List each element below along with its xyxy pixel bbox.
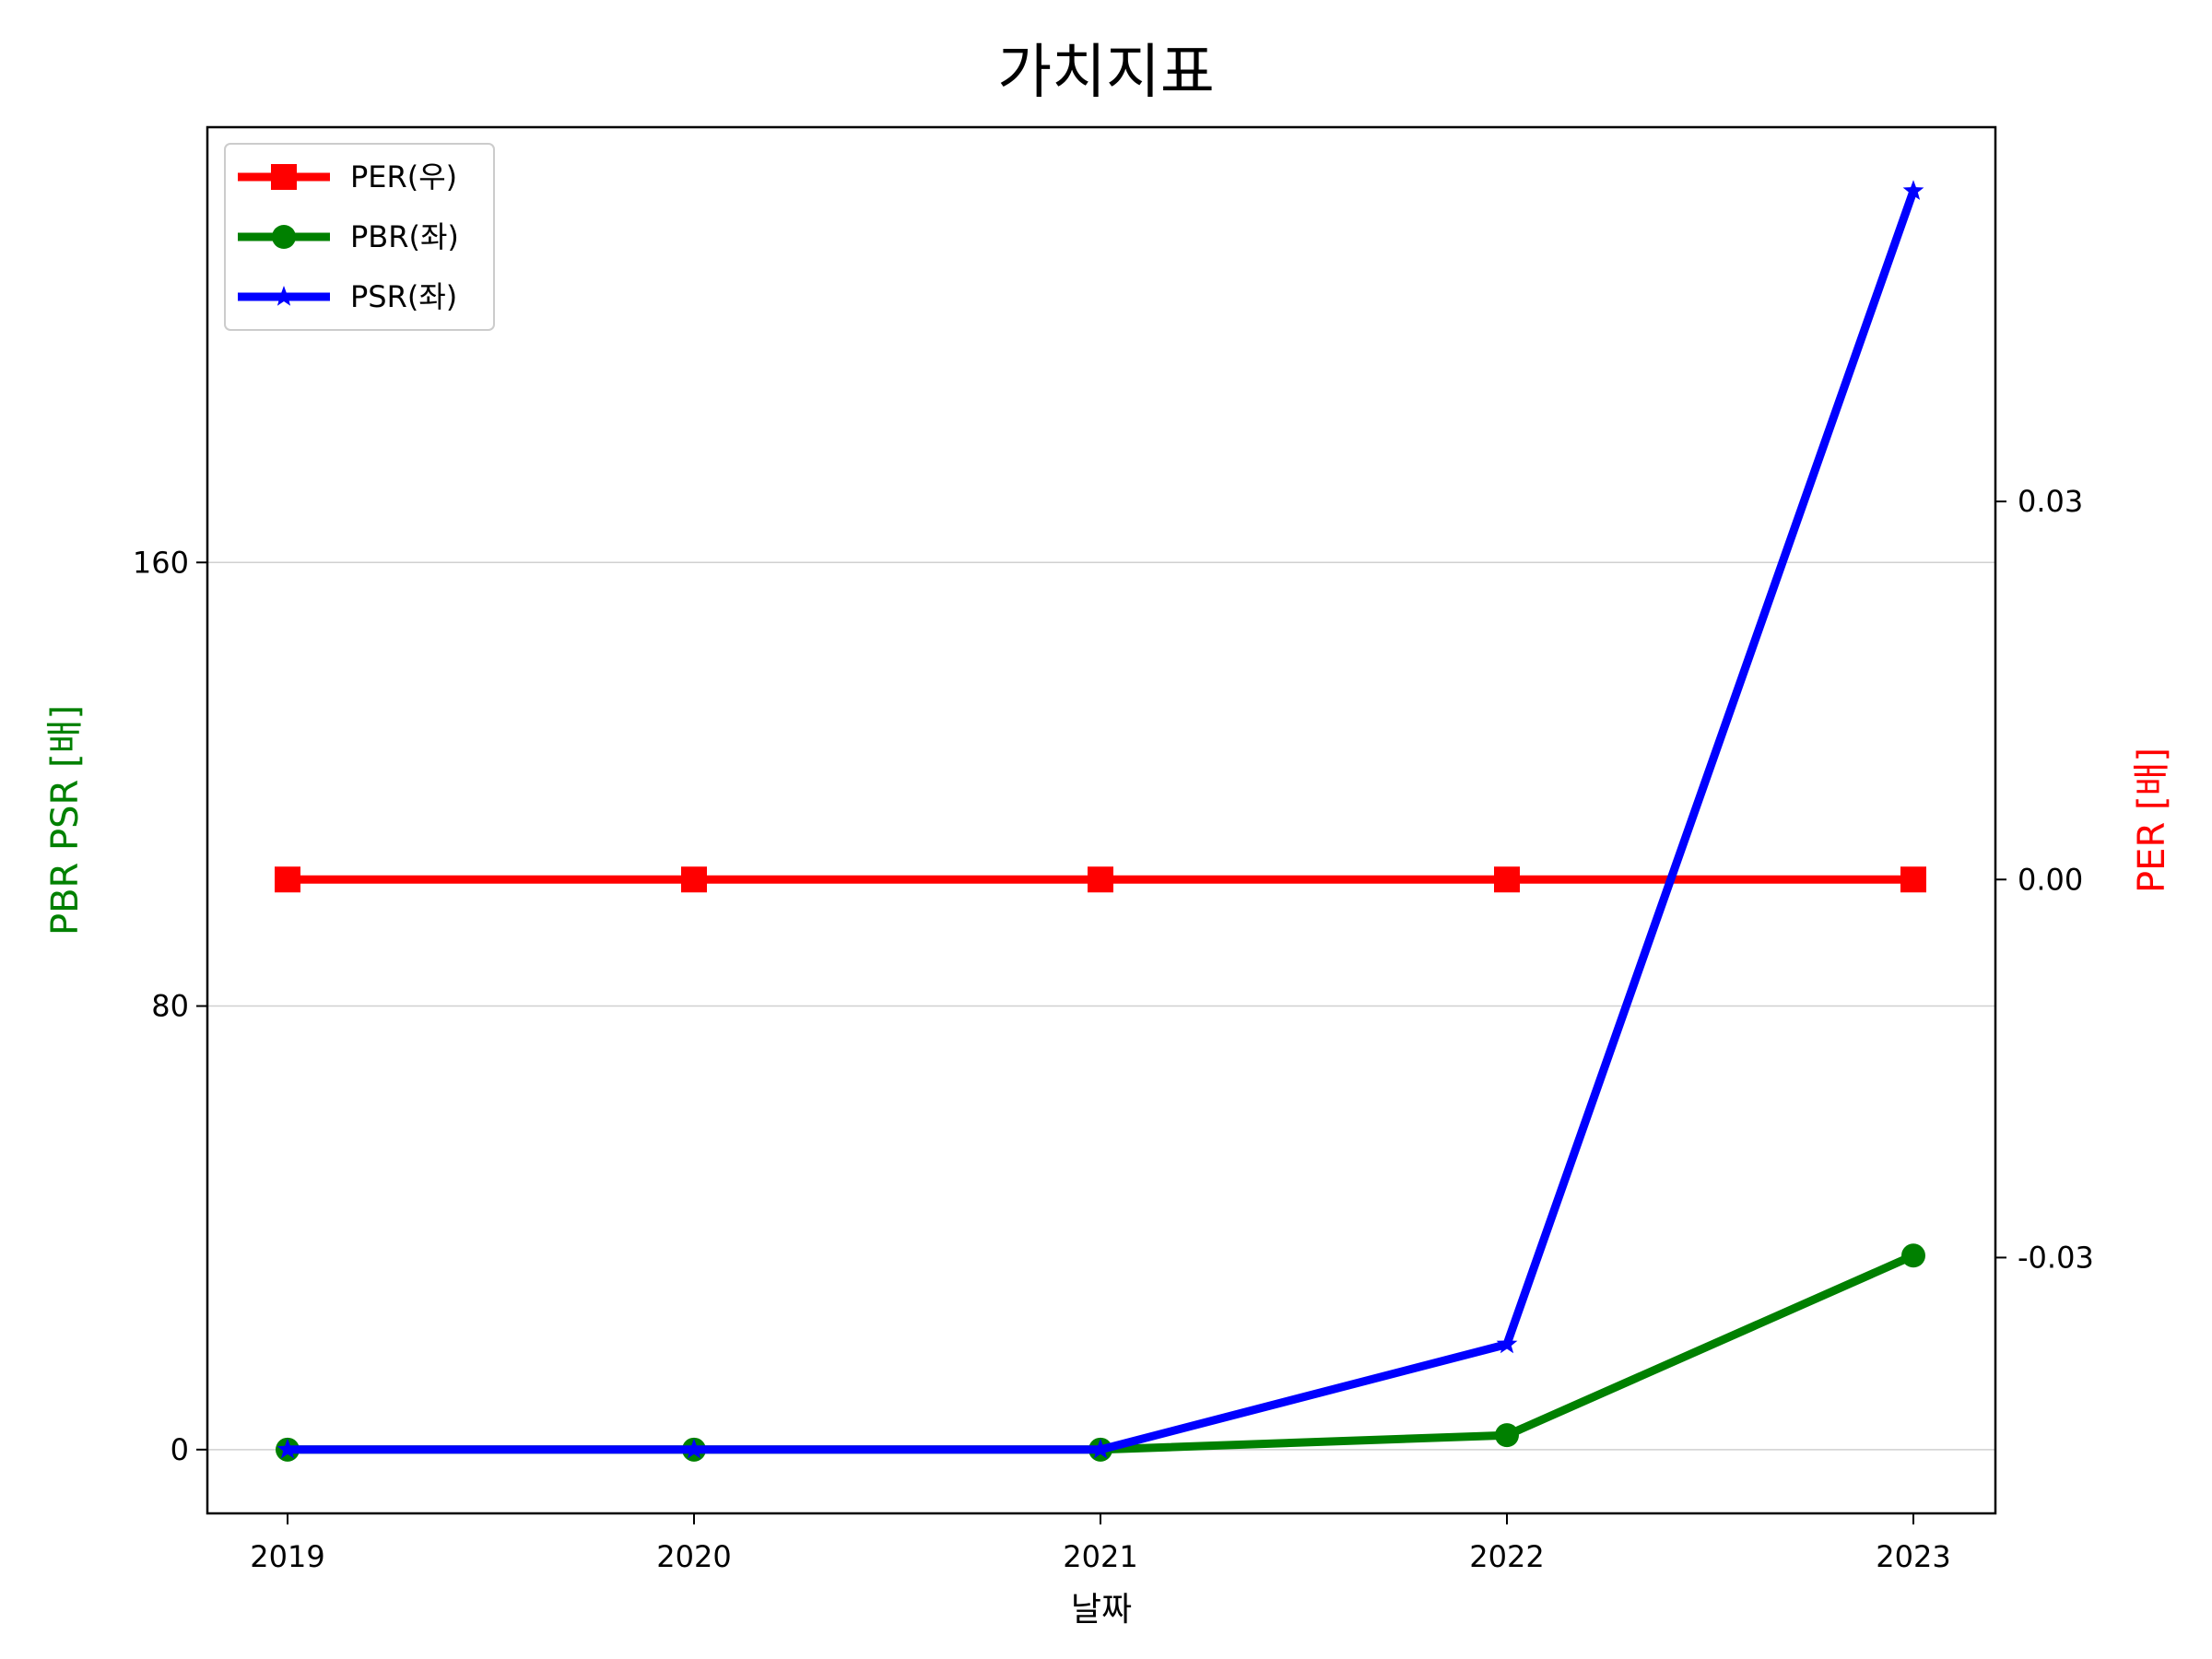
y-left-tick-label: 80	[151, 989, 189, 1024]
x-tick-label: 2023	[1876, 1539, 1950, 1574]
legend-entry: PER(우)	[238, 159, 457, 194]
data-point	[276, 1438, 299, 1459]
y-right-tick-label: 0.03	[2018, 484, 2083, 519]
legend-label: PBR(좌)	[350, 219, 459, 254]
y-left-tick-label: 0	[171, 1432, 189, 1467]
data-point	[1496, 1333, 1518, 1354]
x-axis: 2019 2020 2021 2022 2023	[250, 1513, 1951, 1574]
series-layer	[275, 180, 1926, 1462]
data-point	[1495, 1423, 1519, 1448]
data-point	[683, 1438, 705, 1459]
x-tick-label: 2019	[250, 1539, 324, 1574]
legend-marker	[271, 164, 297, 190]
x-tick-label: 2020	[656, 1539, 731, 1574]
data-point	[681, 866, 707, 893]
y-right-tick-label: -0.03	[2018, 1240, 2094, 1275]
legend-label: PER(우)	[350, 159, 457, 194]
y-axis-left-label: PBR PSR [배]	[44, 705, 87, 935]
y-axis-left: 0 80 160	[133, 545, 207, 1467]
series-PER(우)	[275, 866, 1926, 893]
legend-entry: PSR(좌)	[238, 279, 457, 314]
legend-marker	[272, 225, 296, 249]
legend-box	[224, 143, 495, 331]
legend-entry: PBR(좌)	[238, 219, 459, 254]
series-PSR(좌)	[276, 180, 1924, 1459]
legend-marker	[273, 286, 295, 306]
y-right-tick-label: 0.00	[2018, 862, 2083, 897]
legend-label: PSR(좌)	[350, 279, 457, 314]
legend-items: PER(우) PBR(좌) PSR(좌)	[238, 159, 459, 314]
data-point	[1088, 866, 1113, 893]
x-tick-label: 2022	[1469, 1539, 1544, 1574]
data-point	[1901, 1243, 1925, 1268]
y-left-tick-label: 160	[133, 545, 189, 580]
y-axis-right: -0.03 0.00 0.03	[1995, 484, 2094, 1275]
data-point	[1089, 1438, 1112, 1459]
data-point	[1900, 866, 1926, 893]
x-axis-label: 날짜	[1071, 1591, 1132, 1629]
data-point	[1902, 180, 1924, 200]
data-point	[1494, 866, 1520, 893]
legend: PER(우) PBR(좌) PSR(좌)	[224, 143, 495, 331]
data-point	[275, 866, 300, 893]
y-axis-right-label: PER [배]	[2131, 747, 2173, 893]
chart-title: 가치지표	[997, 39, 1215, 107]
x-tick-label: 2021	[1063, 1539, 1137, 1574]
